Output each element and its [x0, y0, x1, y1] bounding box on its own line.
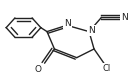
- Text: N: N: [121, 13, 127, 22]
- Text: O: O: [34, 65, 41, 74]
- Text: N: N: [64, 19, 71, 28]
- Text: N: N: [88, 26, 95, 35]
- Text: Cl: Cl: [103, 64, 111, 73]
